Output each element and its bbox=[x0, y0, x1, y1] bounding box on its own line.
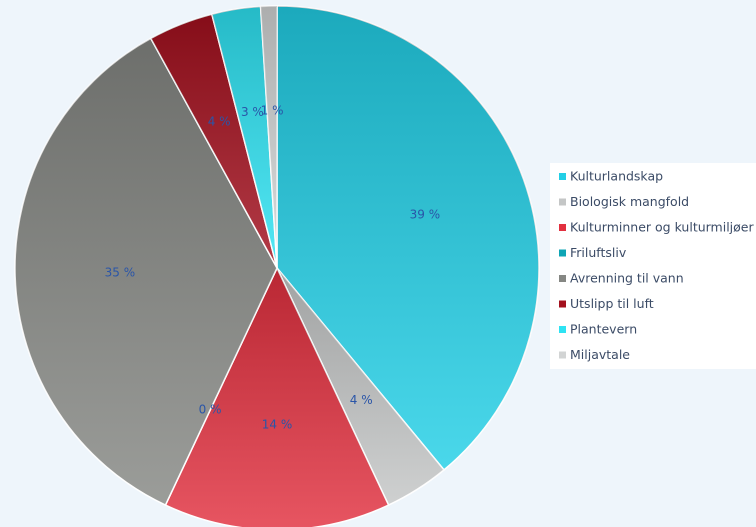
legend-swatch bbox=[559, 224, 566, 231]
legend-swatch bbox=[559, 351, 566, 359]
legend-label: Utslipp til luft bbox=[570, 296, 654, 311]
slice-shade bbox=[277, 6, 539, 470]
legend-label: Plantevern bbox=[570, 322, 637, 337]
slice-shade bbox=[15, 38, 278, 506]
value-label: 1 % bbox=[261, 103, 284, 117]
legend-swatch bbox=[559, 198, 566, 206]
legend-label: Kulturlandskap bbox=[570, 169, 663, 184]
slice-shade bbox=[150, 14, 277, 268]
legend-swatch bbox=[559, 275, 566, 282]
value-label: 14 % bbox=[262, 418, 293, 432]
slice-shade bbox=[211, 6, 277, 268]
legend-box bbox=[550, 163, 756, 369]
legend-label: Avrenning til vann bbox=[570, 271, 684, 286]
value-label: 4 % bbox=[208, 114, 231, 128]
legend-label: Miljavtale bbox=[570, 347, 630, 362]
value-label: 3 % bbox=[241, 105, 264, 119]
value-label: 0 % bbox=[199, 403, 222, 417]
legend-label: Friluftsliv bbox=[570, 245, 627, 260]
legend-swatch bbox=[559, 173, 566, 180]
legend-swatch bbox=[559, 249, 566, 257]
legend-label: Kulturminner og kulturmiljøer bbox=[570, 220, 754, 235]
slice-shade bbox=[277, 268, 445, 506]
legend-swatch bbox=[559, 300, 566, 308]
legend-swatch bbox=[559, 326, 566, 333]
legend-label: Biologisk mangfold bbox=[570, 194, 689, 209]
value-label: 35 % bbox=[105, 265, 136, 279]
value-label: 39 % bbox=[410, 207, 441, 221]
slice-shade bbox=[260, 6, 277, 268]
value-label: 4 % bbox=[350, 393, 373, 407]
slice-shade bbox=[165, 268, 389, 527]
